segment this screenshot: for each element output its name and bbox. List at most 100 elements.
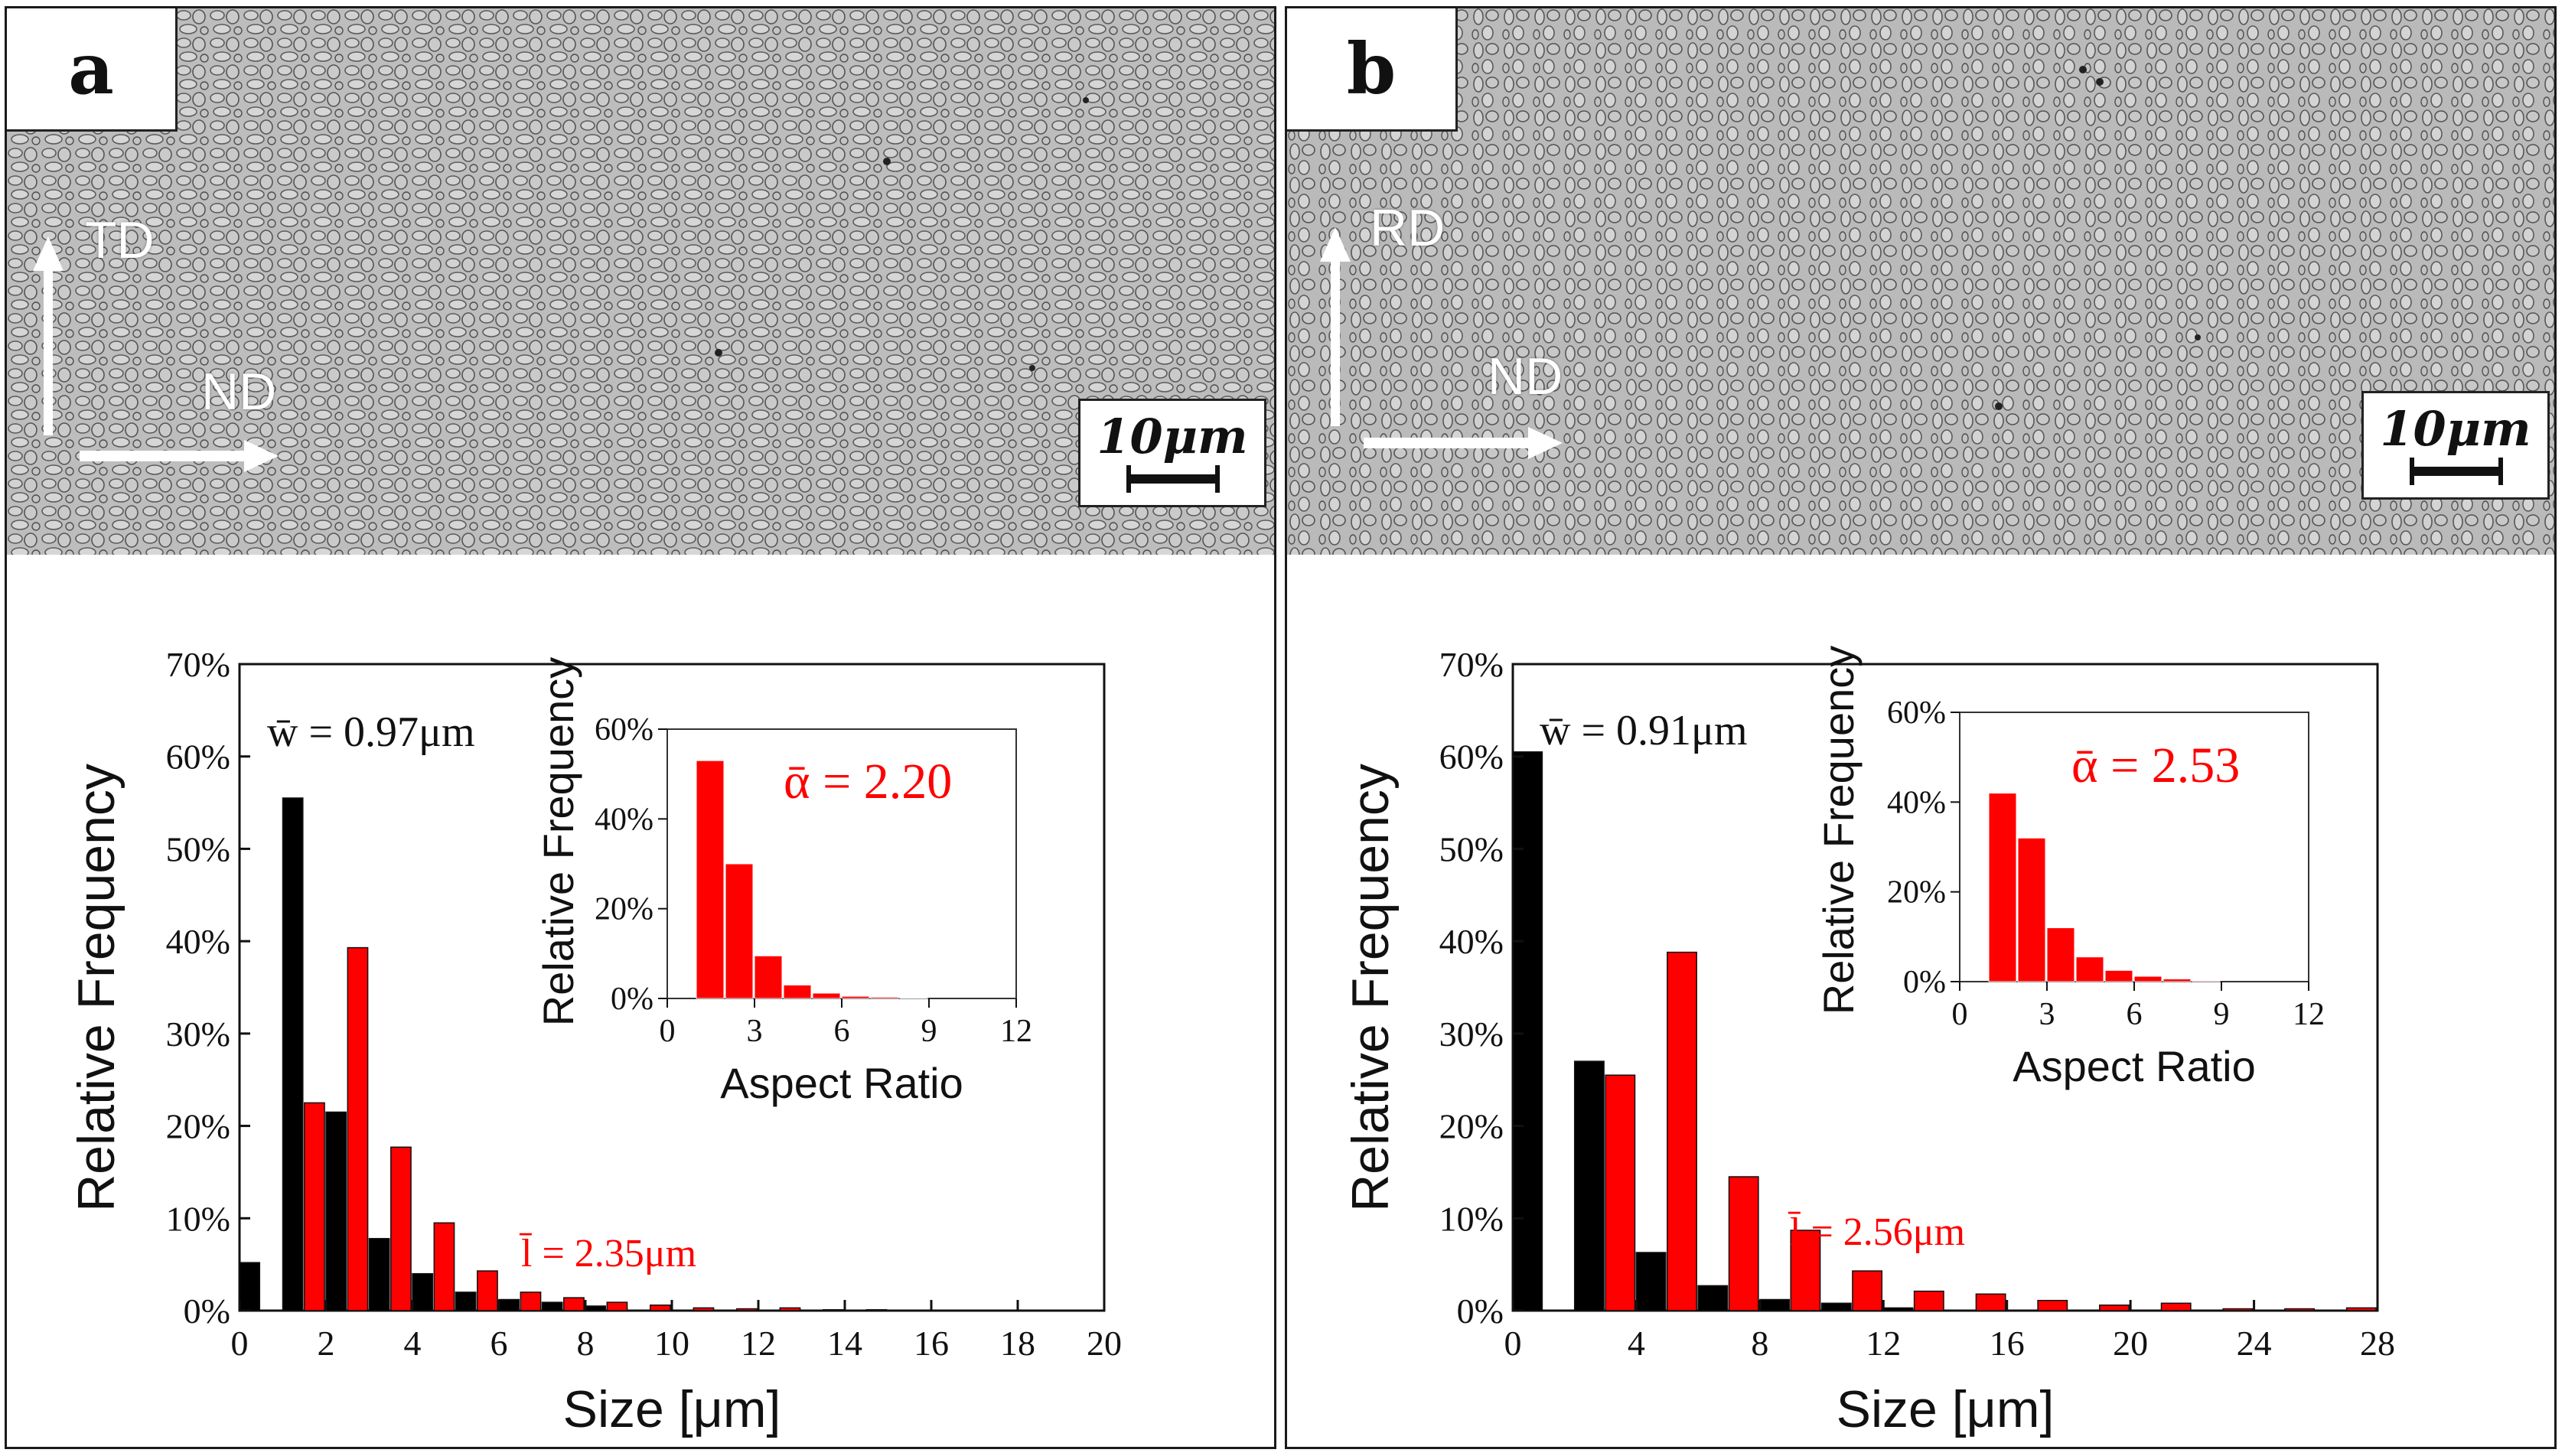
length-bar: [2099, 1305, 2130, 1311]
length-bar: [1790, 1230, 1821, 1311]
panel-a: a TD ND 10μm 0 2 4 6 8 10 12 14 16 18 20 0% 10% 20% 3…: [5, 6, 1276, 1449]
length-bar: [2160, 1302, 2192, 1311]
plot-frame: [238, 663, 1106, 1312]
inset-x-tick-label: 6: [834, 1014, 850, 1049]
x-tick-label: 18: [1000, 1324, 1035, 1363]
width-bar: [1697, 1285, 1729, 1311]
length-bar: [779, 1307, 801, 1311]
length-bar: [477, 1270, 498, 1311]
x-tick-label: 16: [914, 1324, 949, 1363]
inset-x-axis-label: Aspect Ratio: [720, 1059, 963, 1107]
y-tick-label: 20%: [166, 1107, 230, 1146]
width-bar: [1512, 751, 1543, 1311]
mean-aspect-ratio-annotation: ᾱ = 2.53: [2071, 738, 2240, 793]
length-bar: [1728, 1176, 1759, 1311]
inset-x-tick-label: 3: [2039, 997, 2055, 1032]
width-bar: [1882, 1307, 1914, 1311]
scale-bar-label: 10μm: [1097, 409, 1248, 464]
y-tick-label: 10%: [166, 1199, 230, 1238]
y-tick-label: 0%: [1457, 1292, 1504, 1331]
x-tick-label: 10: [654, 1324, 689, 1363]
y-axis-label: Relative Frequency: [1341, 764, 1400, 1212]
length-bar: [520, 1292, 542, 1311]
aspect-ratio-bar: [2192, 980, 2221, 982]
inset-x-tick-label: 12: [2293, 997, 2325, 1032]
panel-label-a: a: [7, 8, 178, 132]
inset-y-axis-label: Relative Frequency: [534, 657, 582, 1026]
length-bar: [736, 1308, 758, 1311]
length-bar: [1913, 1290, 1944, 1311]
width-bar: [368, 1238, 390, 1311]
x-tick-label: 16: [1990, 1324, 2025, 1363]
x-tick-label: 14: [827, 1324, 862, 1363]
y-tick-label: 70%: [166, 645, 230, 684]
y-tick-label: 60%: [166, 738, 230, 777]
inset-y-axis-label: Relative Frequency: [1814, 646, 1863, 1015]
aspect-ratio-bar: [2075, 956, 2104, 982]
mean-length-annotation: l̄ = 2.56μm: [1788, 1210, 1965, 1254]
inset-x-tick-label: 3: [747, 1014, 763, 1049]
length-bar: [563, 1297, 585, 1311]
inset-y-tick-label: 40%: [1887, 785, 1946, 820]
aspect-ratio-bar: [783, 984, 812, 999]
micrograph-b: [1287, 8, 2554, 555]
arrow-right-icon: [80, 440, 279, 472]
direction-label-horizontal: ND: [1488, 347, 1563, 406]
y-tick-label: 60%: [1439, 738, 1504, 777]
x-tick-label: 12: [1866, 1324, 1901, 1363]
width-bar: [1820, 1302, 1852, 1311]
inset-y-tick-label: 60%: [595, 712, 653, 748]
arrow-right-icon: [1364, 427, 1563, 459]
inset-x-tick-label: 6: [2127, 997, 2143, 1032]
width-bar: [1573, 1060, 1605, 1311]
x-axis-label: Size [μm]: [1837, 1380, 2055, 1438]
width-bar: [1759, 1298, 1791, 1311]
scale-bar: [2410, 458, 2503, 485]
x-tick-label: 8: [1751, 1324, 1768, 1363]
scale-bar-label: 10μm: [2380, 401, 2531, 457]
inset-x-tick-label: 9: [921, 1014, 937, 1049]
direction-label-vertical: TD: [85, 211, 155, 269]
inset-y-tick-label: 0%: [611, 982, 653, 1017]
inset-y-tick-label: 20%: [1887, 875, 1946, 910]
x-axis-label: Size [μm]: [563, 1380, 781, 1438]
aspect-ratio-bar: [812, 992, 841, 999]
inset-y-tick-label: 0%: [1903, 965, 1946, 1000]
x-tick-label: 28: [2360, 1324, 2395, 1363]
y-tick-label: 0%: [184, 1292, 230, 1331]
inset-x-axis-label: Aspect Ratio: [2013, 1042, 2256, 1090]
aspect-ratio-bar: [870, 996, 899, 999]
y-tick-label: 40%: [1439, 922, 1504, 961]
x-tick-label: 0: [231, 1324, 249, 1363]
mean-aspect-ratio-annotation: ᾱ = 2.20: [784, 754, 952, 809]
width-bar: [325, 1111, 347, 1311]
y-tick-label: 70%: [1439, 645, 1504, 684]
panel-label-b: b: [1287, 8, 1458, 132]
x-tick-label: 4: [1628, 1324, 1645, 1363]
length-bar: [347, 946, 369, 1311]
y-tick-label: 50%: [1439, 829, 1504, 868]
aspect-ratio-bar: [696, 760, 725, 999]
mean-width-annotation: w̄ = 0.97μm: [267, 708, 475, 756]
length-bar: [2284, 1308, 2316, 1311]
y-tick-label: 30%: [1439, 1015, 1504, 1054]
histogram-chart-a: 0 2 4 6 8 10 12 14 16 18 20 0%10%20%30%40%50%60%70…: [67, 645, 1122, 1438]
aspect-ratio-bar: [2133, 976, 2162, 982]
mean-width-annotation: w̄ = 0.91μm: [1540, 707, 1748, 754]
x-tick-label: 20: [2113, 1324, 2148, 1363]
micrograph-a: [7, 8, 1274, 555]
y-tick-label: 30%: [166, 1015, 230, 1054]
y-tick-label: 10%: [1439, 1199, 1504, 1238]
length-bar: [606, 1301, 628, 1311]
width-bar: [282, 797, 304, 1311]
x-tick-label: 6: [491, 1324, 508, 1363]
aspect-ratio-bar: [841, 995, 870, 999]
length-bar: [823, 1309, 844, 1311]
arrow-up-icon: [1320, 227, 1351, 426]
width-bar: [585, 1305, 607, 1311]
inset-y-tick-label: 40%: [595, 802, 653, 837]
x-tick-label: 4: [404, 1324, 422, 1363]
scale-bar: [1126, 465, 1220, 493]
direction-label-vertical: RD: [1370, 199, 1445, 257]
axis-arrows-b: [1320, 227, 1563, 459]
